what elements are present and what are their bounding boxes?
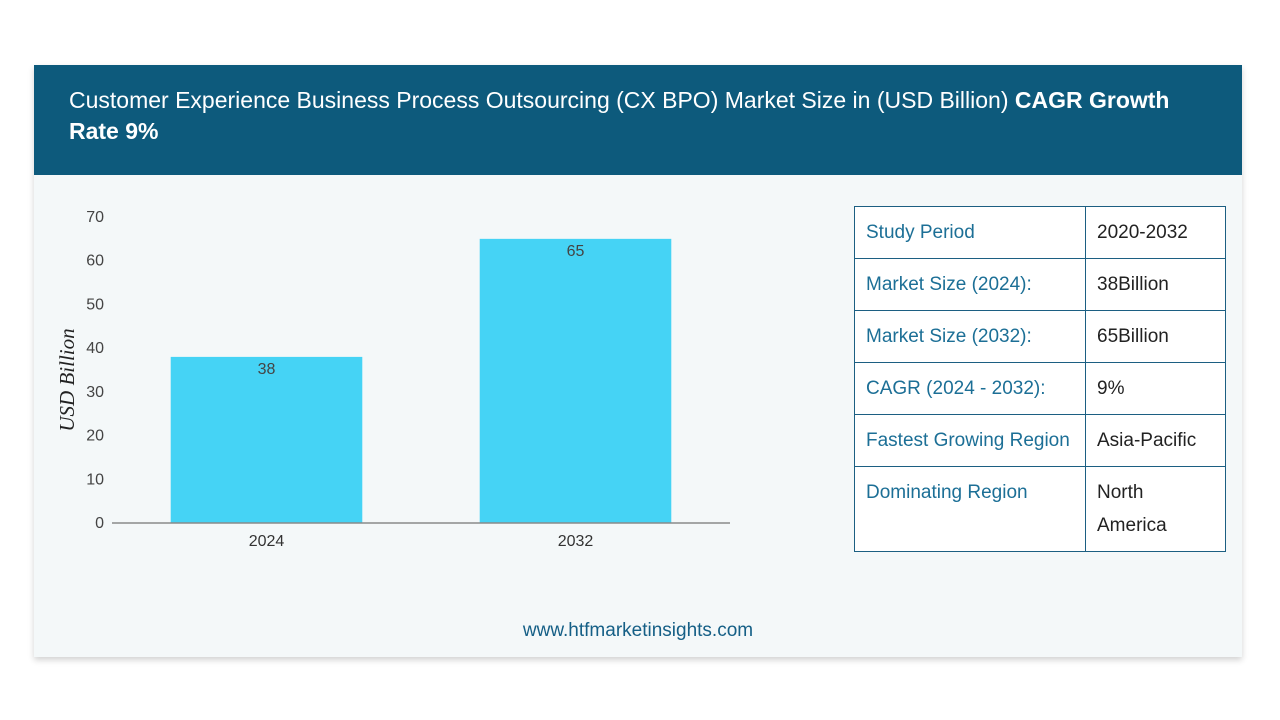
table-row: Market Size (2024): 38Billion: [854, 258, 1226, 311]
y-tick-label: 70: [86, 209, 104, 226]
y-tick-label: 20: [86, 428, 104, 445]
bar-chart-svg: 0 10 20 30 40 50 60 70 USD Billion 38 2024 65 2032: [55, 209, 730, 550]
y-tick-label: 60: [86, 253, 104, 270]
table-row: Dominating Region North America: [854, 466, 1226, 552]
market-size-chart: 0 10 20 30 40 50 60 70 USD Billion 38 2024 65 2032: [34, 195, 754, 555]
market-card: Customer Experience Business Process Out…: [34, 65, 1242, 657]
bar-value-label: 65: [567, 243, 585, 260]
table-row: Study Period 2020-2032: [854, 206, 1226, 259]
table-row: Market Size (2032): 65Billion: [854, 310, 1226, 363]
row-value: North America: [1085, 466, 1226, 552]
row-key: Study Period: [854, 206, 1086, 259]
x-tick-label: 2024: [249, 533, 285, 550]
y-tick-label: 40: [86, 340, 104, 357]
page-title: Customer Experience Business Process Out…: [69, 85, 1219, 147]
row-value: Asia-Pacific: [1085, 414, 1226, 467]
row-value: 2020-2032: [1097, 222, 1188, 243]
bar-2032: [479, 238, 672, 523]
x-tick-label: 2032: [558, 533, 594, 550]
website-link[interactable]: www.htfmarketinsights.com: [522, 620, 754, 641]
y-axis-label: USD Billion: [55, 328, 79, 431]
row-key: Dominating Region: [854, 466, 1086, 552]
table-row: Fastest Growing Region Asia-Pacific: [854, 414, 1226, 467]
bar-value-label: 38: [258, 361, 276, 378]
row-value: 38Billion: [1085, 258, 1226, 311]
row-key: CAGR (2024 - 2032):: [854, 362, 1086, 415]
table-row: CAGR (2024 - 2032): 9%: [854, 362, 1226, 415]
bar-2024: [170, 356, 363, 523]
y-tick-label: 10: [86, 471, 104, 488]
row-value: 65Billion: [1085, 310, 1226, 363]
row-key: Fastest Growing Region: [854, 414, 1086, 467]
title-cagr: CAGR Growth Rate 9%: [69, 87, 1170, 144]
y-tick-label: 30: [86, 384, 104, 401]
title-main: Customer Experience Business Process Out…: [69, 87, 1015, 113]
row-value: 9%: [1085, 362, 1226, 415]
row-key: Market Size (2024):: [854, 258, 1086, 311]
market-info-table: Study Period 2020-2032 Market Size (2024…: [854, 206, 1226, 552]
y-tick-label: 50: [86, 296, 104, 313]
title-banner: Customer Experience Business Process Out…: [34, 65, 1242, 175]
y-tick-label: 0: [95, 515, 104, 532]
row-key: Market Size (2032):: [854, 310, 1086, 363]
